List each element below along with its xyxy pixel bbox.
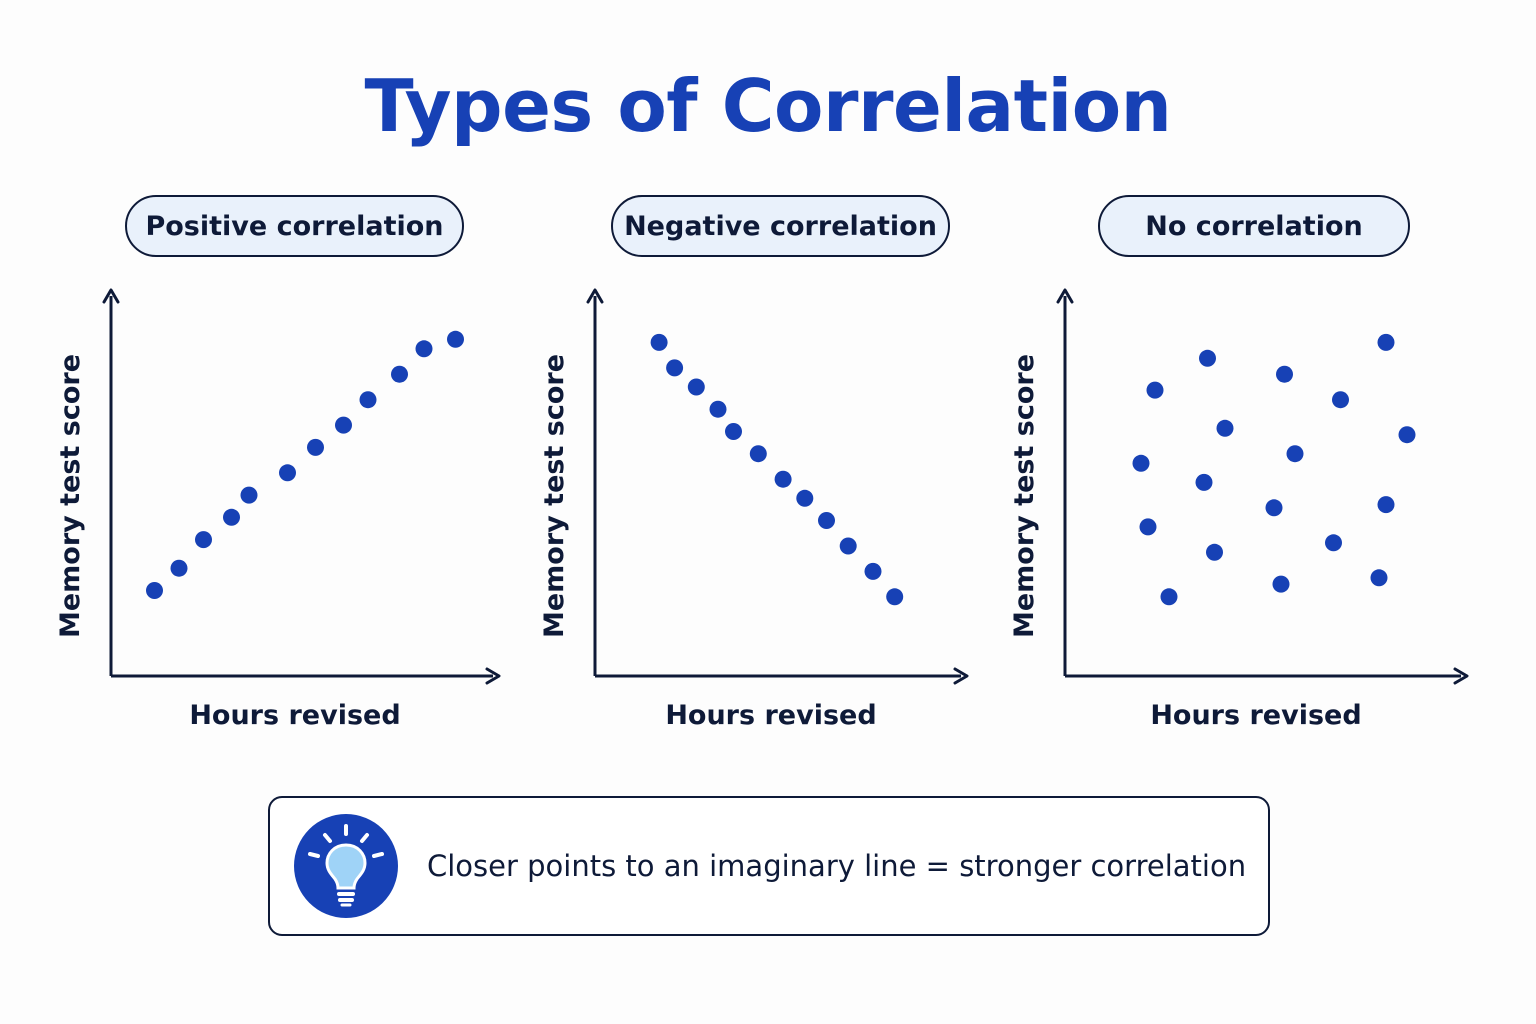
- y-axis-label: Memory test score: [1009, 354, 1040, 638]
- chart-none: Hours revised Memory test score: [1009, 288, 1469, 731]
- data-point: [146, 582, 163, 599]
- data-point: [279, 464, 296, 482]
- data-point: [818, 512, 835, 529]
- data-point: [1265, 499, 1283, 517]
- chart-negative: Hours revised Memory test score: [539, 288, 969, 731]
- x-axis-arrow: [953, 667, 969, 685]
- data-point: [1160, 588, 1178, 606]
- data-point: [195, 531, 212, 549]
- tip-text: Closer points to an imaginary line = str…: [427, 848, 1247, 883]
- data-point: [1398, 426, 1416, 444]
- y-axis-label: Memory test score: [539, 354, 570, 638]
- x-axis-label: Hours revised: [1150, 700, 1361, 731]
- data-point: [447, 330, 464, 348]
- data-point: [796, 489, 814, 507]
- data-point: [839, 537, 857, 555]
- x-axis-label: Hours revised: [189, 700, 400, 731]
- y-axis-arrow: [102, 288, 120, 304]
- data-point: [1195, 473, 1213, 491]
- data-point: [170, 559, 188, 577]
- data-point: [359, 391, 377, 409]
- page-title: Types of Correlation: [364, 64, 1172, 148]
- data-point: [1276, 365, 1293, 383]
- y-axis-arrow: [1056, 288, 1074, 304]
- data-point: [1377, 496, 1395, 514]
- data-point: [650, 333, 668, 351]
- data-point: [1139, 518, 1157, 536]
- chart-positive: Hours revised Memory test score: [55, 288, 501, 731]
- y-axis-arrow: [586, 288, 604, 304]
- data-point: [1199, 349, 1216, 367]
- panel-label-none: No correlation: [1098, 195, 1410, 257]
- lightbulb-icon: [294, 814, 398, 918]
- data-point: [864, 562, 882, 580]
- data-point: [687, 378, 705, 396]
- x-axis-label: Hours revised: [665, 700, 876, 731]
- data-point: [391, 365, 408, 383]
- data-point: [307, 438, 324, 456]
- data-point: [725, 423, 742, 440]
- data-point: [1325, 534, 1342, 552]
- x-axis-arrow: [485, 667, 501, 685]
- data-point: [1370, 569, 1388, 587]
- data-point: [223, 508, 240, 526]
- data-point: [774, 470, 792, 488]
- data-point: [240, 486, 258, 504]
- tip-box: Closer points to an imaginary line = str…: [268, 796, 1270, 936]
- data-point: [1272, 575, 1290, 593]
- y-axis-label: Memory test score: [55, 354, 86, 638]
- data-point: [666, 359, 684, 377]
- data-point: [1206, 543, 1223, 561]
- x-axis-arrow: [1453, 667, 1469, 685]
- data-point: [1332, 391, 1349, 409]
- panel-label-negative: Negative correlation: [611, 195, 950, 257]
- data-point: [1286, 445, 1304, 463]
- data-point: [886, 588, 904, 606]
- panel-label-positive: Positive correlation: [125, 195, 464, 257]
- data-point: [709, 400, 727, 418]
- data-point: [1216, 419, 1234, 437]
- data-point: [1377, 333, 1395, 351]
- data-point: [415, 340, 433, 358]
- data-point: [1132, 454, 1150, 472]
- data-point: [749, 445, 767, 463]
- data-point: [1146, 381, 1164, 399]
- data-point: [335, 416, 352, 434]
